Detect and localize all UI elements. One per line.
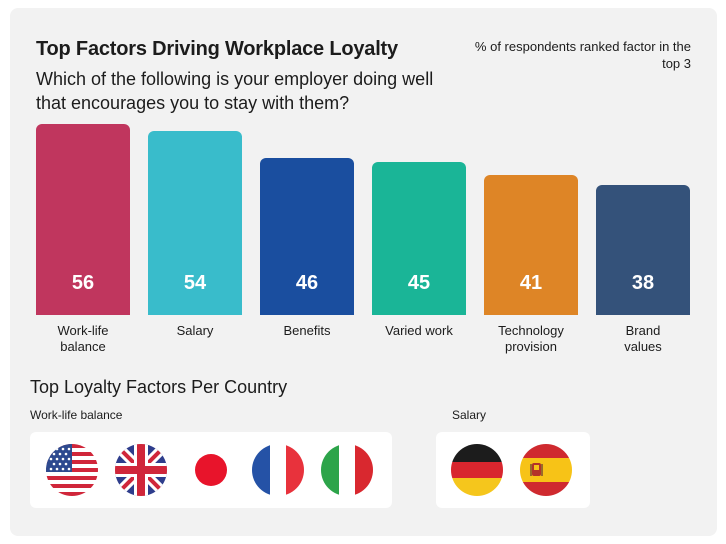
group-label-salary: Salary xyxy=(452,408,487,422)
italy-flag-icon xyxy=(321,444,373,496)
work-life-flags xyxy=(30,432,392,508)
group-label-work-life: Work-life balance xyxy=(30,408,123,422)
usa-flag-icon xyxy=(46,444,98,496)
chart-subtitle: Which of the following is your employer … xyxy=(36,69,434,113)
japan-flag-icon xyxy=(185,444,237,496)
uk-flag-icon xyxy=(115,444,167,496)
chart-note: % of respondents ranked factor in the to… xyxy=(474,39,691,71)
france-flag-icon xyxy=(252,444,304,496)
salary-flags xyxy=(436,432,590,508)
germany-flag-icon xyxy=(451,444,503,496)
chart-title: Top Factors Driving Workplace Loyalty xyxy=(36,38,398,60)
country-section-title: Top Loyalty Factors Per Country xyxy=(30,377,288,397)
spain-flag-icon xyxy=(520,444,572,496)
